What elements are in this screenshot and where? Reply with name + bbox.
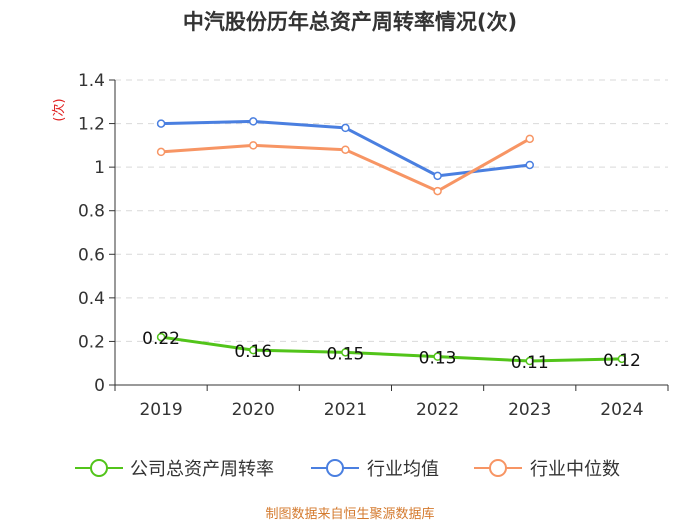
data-label: 0.16: [234, 342, 272, 362]
data-point: [433, 186, 442, 196]
data-point: [433, 352, 442, 361]
data-point: [525, 134, 534, 144]
x-tick-label: 2022: [416, 400, 459, 420]
y-tick-label: 1: [94, 158, 105, 178]
y-tick-label: 0.8: [78, 202, 105, 222]
data-label: 0.13: [419, 349, 457, 369]
legend-label: 行业中位数: [530, 459, 620, 480]
x-tick-label: 2021: [324, 400, 367, 420]
data-point: [249, 117, 258, 126]
y-tick-label: 0.6: [78, 245, 105, 265]
y-tick-label: 1.2: [78, 115, 105, 135]
data-label: 0.15: [326, 344, 364, 364]
data-label: 0.12: [603, 351, 641, 371]
chart-title: 中汽股份历年总资产周转率情况(次): [182, 10, 518, 34]
series-line-1: [160, 335, 622, 363]
data-point: [156, 147, 166, 157]
data-point: [341, 145, 350, 154]
data-point: [525, 160, 534, 170]
data-label: 0.22: [142, 329, 180, 349]
legend-label: 行业均值: [367, 459, 439, 480]
x-tick-label: 2019: [139, 400, 182, 420]
data-point: [341, 123, 350, 133]
data-point: [617, 354, 627, 364]
legend-marker: [90, 459, 108, 477]
y-tick-label: 0: [94, 376, 105, 396]
legend-marker: [489, 459, 507, 477]
data-point: [341, 348, 350, 357]
source-note: 制图数据来自恒生聚源数据库: [265, 507, 435, 522]
y-tick-label: 0.4: [78, 289, 105, 309]
data-label: 0.11: [511, 353, 549, 373]
data-point: [249, 345, 258, 355]
x-tick-label: 2023: [508, 400, 551, 420]
legend-marker: [326, 459, 344, 477]
y-axis-label: (次): [51, 98, 67, 121]
data-point: [249, 141, 258, 150]
x-tick-label: 2020: [232, 400, 275, 420]
data-point: [525, 356, 534, 366]
data-point: [156, 119, 166, 128]
x-tick-label: 2024: [600, 400, 643, 420]
data-point: [433, 171, 442, 181]
legend-label: 公司总资产周转率: [130, 459, 274, 480]
y-tick-label: 0.2: [78, 332, 105, 352]
data-point: [156, 332, 166, 342]
y-tick-label: 1.4: [78, 71, 105, 91]
